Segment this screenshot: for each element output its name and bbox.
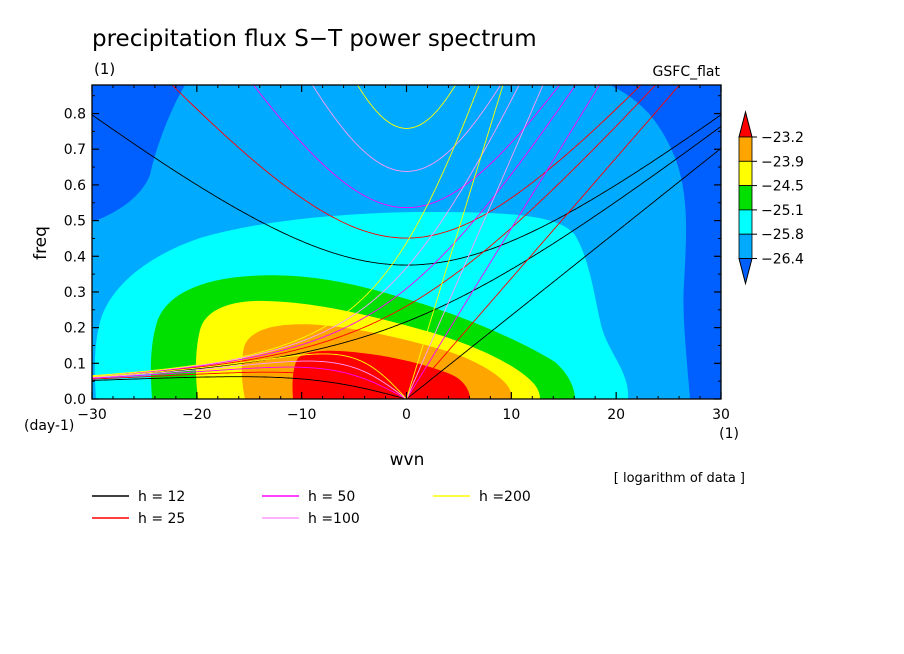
y-axis-unit: (day-1) <box>24 418 74 434</box>
legend: h = 12 h = 25 h = 50 h =100 h =200 <box>92 489 531 527</box>
colorbar-label: −25.1 <box>761 203 804 219</box>
dispersion-curve <box>311 85 502 172</box>
dispersion-curve <box>92 126 721 378</box>
dispersion-curve <box>406 85 601 399</box>
colorbar-bottom-arrow <box>738 258 753 286</box>
colorbar-segment <box>738 160 753 187</box>
y-tick-label: 0.2 <box>64 321 86 337</box>
chart-subtitle-right: GSFC_flat <box>653 64 721 80</box>
chart-subtitle-left: (1) <box>94 60 115 78</box>
y-tick-label: 0.1 <box>64 356 86 372</box>
dispersion-curve <box>252 85 561 209</box>
colorbar-label: −23.2 <box>761 130 804 146</box>
dispersion-curve <box>92 353 407 399</box>
y-tick-label: 0.6 <box>64 178 86 194</box>
colorbar-segment <box>738 136 753 162</box>
dispersion-curve <box>171 85 642 239</box>
dispersion-curve <box>406 85 681 399</box>
y-axis-label: freq <box>31 226 51 260</box>
y-tick-label: 0.4 <box>64 249 86 265</box>
dispersion-curve <box>92 376 407 399</box>
y-tick-label: 0.3 <box>64 285 86 301</box>
contour-field <box>92 85 721 399</box>
y-tick-label: 0.8 <box>64 107 86 123</box>
x-tick-label: 0 <box>402 407 411 423</box>
contour-level-darkblue-right <box>610 85 721 399</box>
x-tick-label: 20 <box>607 407 625 423</box>
colorbar-segment <box>738 185 753 211</box>
colorbar-top-arrow <box>738 110 753 138</box>
colorbar-segment <box>738 233 753 259</box>
x-tick-label: −30 <box>77 407 107 423</box>
y-axis: 0.0 0.1 0.2 0.3 0.4 0.5 0.6 0.7 0.8 <box>64 95 721 408</box>
colorbar: −23.2 −23.9 −24.5 −25.1 −25.8 −26.4 <box>738 110 804 286</box>
contour-level-red <box>292 350 470 399</box>
legend-label: h =200 <box>479 489 531 505</box>
legend-label: h = 50 <box>308 489 355 505</box>
colorbar-label: −23.9 <box>761 154 804 170</box>
colorbar-label: −25.8 <box>761 227 804 243</box>
x-tick-label: −10 <box>287 407 317 423</box>
y-tick-label: 0.7 <box>64 142 86 158</box>
legend-label: h =100 <box>308 511 360 527</box>
x-axis-unit: (1) <box>719 426 739 442</box>
x-tick-label: 10 <box>502 407 520 423</box>
dispersion-curve <box>406 85 544 399</box>
dispersion-curve <box>92 360 407 399</box>
legend-label: h = 12 <box>138 489 185 505</box>
x-axis-label: wvn <box>390 450 425 470</box>
data-note: [ logarithm of data ] <box>614 471 745 486</box>
y-tick-label: 0.0 <box>64 392 86 408</box>
dispersion-curve <box>92 371 407 399</box>
dispersion-curve <box>92 85 480 377</box>
dispersion-curve <box>92 85 657 377</box>
dispersion-curve <box>356 85 457 129</box>
dispersion-curve <box>92 114 721 266</box>
x-axis: −30 −20 −10 0 10 20 30 <box>77 85 730 423</box>
dispersion-curve <box>406 147 721 399</box>
dispersion-curve <box>406 85 504 399</box>
colorbar-segment <box>738 209 753 235</box>
dispersion-curve <box>92 85 520 377</box>
x-tick-label: 30 <box>712 407 730 423</box>
dispersion-curve <box>92 366 407 399</box>
y-tick-label: 0.5 <box>64 214 86 230</box>
chart-title: precipitation flux S−T power spectrum <box>92 26 537 52</box>
dispersion-curve <box>92 85 577 377</box>
dispersion-curves <box>92 85 721 399</box>
legend-label: h = 25 <box>138 511 185 527</box>
colorbar-label: −24.5 <box>761 179 804 195</box>
contour-level-darkblue-left <box>92 85 185 222</box>
colorbar-label: −26.4 <box>761 252 804 268</box>
x-tick-label: −20 <box>182 407 212 423</box>
